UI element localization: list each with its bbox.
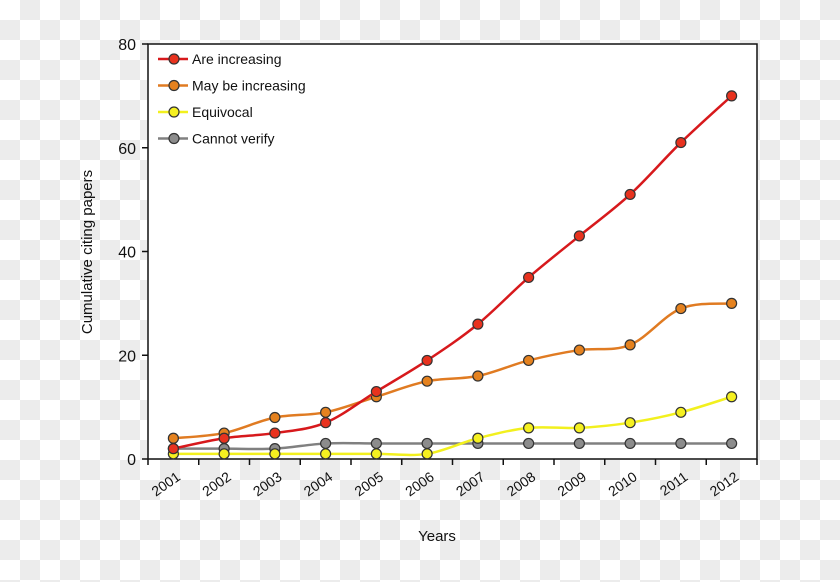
legend-item: May be increasing bbox=[158, 78, 306, 94]
legend-item: Are increasing bbox=[158, 51, 282, 67]
y-tick-label: 0 bbox=[127, 452, 136, 469]
x-tick-label: 2001 bbox=[148, 468, 183, 499]
legend-label: May be increasing bbox=[192, 78, 306, 94]
data-point bbox=[370, 385, 382, 398]
series-equivocal bbox=[167, 391, 738, 460]
y-tick-label: 40 bbox=[118, 245, 136, 262]
plot-area bbox=[147, 43, 758, 460]
legend-marker bbox=[168, 106, 180, 118]
data-point bbox=[472, 370, 484, 382]
data-point bbox=[320, 406, 332, 418]
legend-marker bbox=[168, 53, 180, 65]
series-are-increasing bbox=[167, 90, 738, 455]
data-point bbox=[726, 297, 738, 309]
data-point bbox=[167, 443, 179, 455]
data-point bbox=[523, 422, 535, 434]
data-point bbox=[675, 302, 687, 315]
data-point bbox=[370, 448, 382, 460]
data-point bbox=[167, 432, 179, 444]
data-point bbox=[523, 271, 535, 284]
data-point bbox=[726, 437, 738, 450]
x-tick-label: 2006 bbox=[402, 468, 437, 499]
legend-marker bbox=[168, 132, 180, 145]
data-point bbox=[320, 437, 332, 450]
data-point bbox=[675, 406, 687, 418]
y-tick-label: 80 bbox=[118, 37, 136, 54]
x-axis-label: Years bbox=[418, 528, 456, 545]
data-point bbox=[421, 448, 433, 460]
data-point bbox=[624, 437, 636, 450]
data-point bbox=[523, 437, 535, 450]
x-tick-label: 2005 bbox=[351, 468, 386, 499]
x-tick-label: 2004 bbox=[301, 468, 336, 499]
legend-item: Cannot verify bbox=[158, 131, 274, 147]
legend-marker bbox=[168, 79, 180, 92]
x-tick-label: 2008 bbox=[504, 468, 539, 499]
data-point bbox=[218, 448, 230, 460]
data-point bbox=[726, 391, 738, 403]
data-point bbox=[472, 432, 484, 444]
y-axis-label: Cumulative citing papers bbox=[79, 170, 96, 334]
data-point bbox=[573, 437, 585, 450]
data-point bbox=[370, 437, 382, 450]
data-point bbox=[624, 339, 636, 351]
data-point bbox=[472, 318, 484, 330]
data-point bbox=[624, 188, 636, 201]
data-point bbox=[269, 411, 281, 424]
data-point bbox=[624, 417, 636, 429]
x-tick-label: 2012 bbox=[707, 468, 742, 499]
x-tick-label: 2009 bbox=[554, 468, 589, 499]
x-tick-label: 2010 bbox=[605, 468, 640, 499]
x-tick-label: 2007 bbox=[453, 468, 488, 499]
data-point bbox=[421, 375, 433, 387]
data-point bbox=[675, 136, 687, 149]
data-point bbox=[320, 448, 332, 460]
data-point bbox=[573, 344, 585, 356]
x-tick-label: 2002 bbox=[199, 468, 234, 499]
data-point bbox=[269, 448, 281, 460]
y-tick-label: 20 bbox=[118, 348, 136, 365]
y-tick-label: 60 bbox=[118, 141, 136, 158]
data-point bbox=[421, 354, 433, 367]
x-tick-label: 2003 bbox=[250, 468, 285, 499]
data-point bbox=[320, 417, 332, 429]
data-point bbox=[573, 230, 585, 242]
data-point bbox=[573, 422, 585, 434]
legend-label: Equivocal bbox=[192, 104, 253, 120]
data-point bbox=[523, 354, 535, 367]
data-point bbox=[218, 432, 230, 444]
x-tick-label: 2011 bbox=[657, 468, 691, 498]
data-point bbox=[675, 437, 687, 450]
legend-label: Are increasing bbox=[192, 51, 282, 67]
data-point bbox=[269, 427, 281, 439]
legend-label: Cannot verify bbox=[192, 131, 274, 147]
data-point bbox=[726, 90, 738, 102]
legend-item: Equivocal bbox=[158, 104, 253, 120]
data-point bbox=[421, 437, 433, 450]
